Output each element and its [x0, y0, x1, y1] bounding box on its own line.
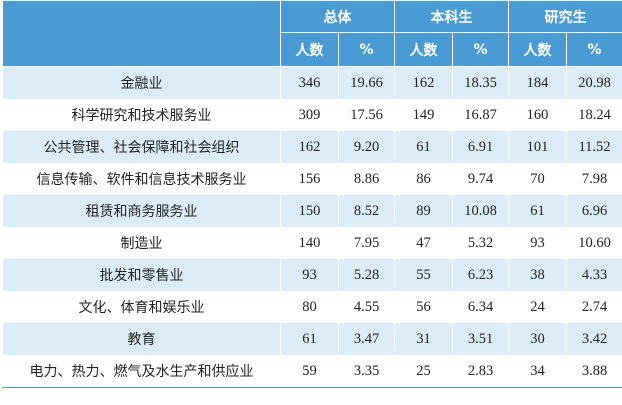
count-cell: 140 — [280, 227, 339, 259]
percent-cell: 3.47 — [338, 323, 395, 355]
header-sub-percent: % — [566, 32, 622, 67]
count-cell: 30 — [508, 323, 567, 355]
percent-cell: 3.42 — [566, 323, 622, 355]
count-cell: 184 — [508, 66, 567, 99]
table-row: 信息传输、软件和信息技术服务业 156 8.86 86 9.74 70 7.98 — [2, 163, 622, 195]
percent-cell: 9.74 — [452, 163, 509, 195]
table-row: 科学研究和技术服务业 309 17.56 149 16.87 160 18.24 — [2, 99, 622, 131]
header-row-sub: 人数 % 人数 % 人数 % — [3, 32, 622, 67]
percent-cell: 20.98 — [566, 66, 622, 99]
table-row: 公共管理、社会保障和社会组织 162 9.20 61 6.91 101 11.52 — [2, 131, 622, 163]
table-row: 电力、热力、燃气及水生产和供应业 59 3.35 25 2.83 34 3.88 — [2, 355, 622, 388]
percent-cell: 2.83 — [452, 355, 509, 388]
percent-cell: 2.74 — [566, 291, 622, 323]
count-cell: 162 — [280, 131, 339, 163]
employment-industry-table: 总体 本科生 研究生 人数 % 人数 % 人数 % 金融业 346 19.66 162… — [2, 0, 622, 388]
percent-cell: 10.08 — [452, 195, 509, 227]
count-cell: 47 — [394, 227, 453, 259]
industry-cell: 金融业 — [2, 66, 281, 99]
count-cell: 38 — [508, 259, 567, 291]
count-cell: 61 — [508, 195, 567, 227]
count-cell: 346 — [280, 66, 339, 99]
count-cell: 55 — [394, 259, 453, 291]
table-row: 租赁和商务服务业 150 8.52 89 10.08 61 6.96 — [2, 195, 622, 227]
header-row-groups: 总体 本科生 研究生 — [2, 0, 622, 67]
header-sub-percent: % — [338, 32, 395, 67]
industry-cell: 租赁和商务服务业 — [2, 195, 281, 227]
percent-cell: 7.98 — [566, 163, 622, 195]
table-row: 批发和零售业 93 5.28 55 6.23 38 4.33 — [2, 259, 622, 291]
count-cell: 93 — [280, 259, 339, 291]
percent-cell: 18.24 — [566, 99, 622, 131]
table-row: 金融业 346 19.66 162 18.35 184 20.98 — [2, 66, 622, 99]
header-group-graduate: 研究生 — [508, 0, 622, 33]
percent-cell: 6.91 — [452, 131, 509, 163]
count-cell: 61 — [394, 131, 453, 163]
percent-cell: 3.51 — [452, 323, 509, 355]
table-row: 文化、体育和娱乐业 80 4.55 56 6.34 24 2.74 — [2, 291, 622, 323]
count-cell: 86 — [394, 163, 453, 195]
header-sub-count: 人数 — [508, 32, 567, 67]
header-sub-percent: % — [452, 32, 509, 67]
percent-cell: 19.66 — [338, 66, 395, 99]
percent-cell: 17.56 — [338, 99, 395, 131]
count-cell: 150 — [280, 195, 339, 227]
count-cell: 89 — [394, 195, 453, 227]
header-group-total: 总体 — [280, 0, 395, 33]
count-cell: 56 — [394, 291, 453, 323]
industry-cell: 科学研究和技术服务业 — [2, 99, 281, 131]
percent-cell: 3.88 — [566, 355, 622, 388]
percent-cell: 18.35 — [452, 66, 509, 99]
percent-cell: 5.32 — [452, 227, 509, 259]
industry-cell: 批发和零售业 — [2, 259, 281, 291]
count-cell: 80 — [280, 291, 339, 323]
count-cell: 34 — [508, 355, 567, 388]
percent-cell: 4.33 — [566, 259, 622, 291]
count-cell: 149 — [394, 99, 453, 131]
count-cell: 156 — [280, 163, 339, 195]
header-sub-count: 人数 — [280, 32, 339, 67]
percent-cell: 11.52 — [566, 131, 622, 163]
industry-cell: 电力、热力、燃气及水生产和供应业 — [2, 355, 281, 388]
percent-cell: 10.60 — [566, 227, 622, 259]
count-cell: 24 — [508, 291, 567, 323]
industry-cell: 教育 — [2, 323, 281, 355]
percent-cell: 3.35 — [338, 355, 395, 388]
count-cell: 61 — [280, 323, 339, 355]
percent-cell: 7.95 — [338, 227, 395, 259]
count-cell: 162 — [394, 66, 453, 99]
percent-cell: 4.55 — [338, 291, 395, 323]
table-row: 制造业 140 7.95 47 5.32 93 10.60 — [2, 227, 622, 259]
header-group-undergrad: 本科生 — [394, 0, 509, 33]
industry-cell: 公共管理、社会保障和社会组织 — [2, 131, 281, 163]
industry-cell: 文化、体育和娱乐业 — [2, 291, 281, 323]
percent-cell: 9.20 — [338, 131, 395, 163]
count-cell: 160 — [508, 99, 567, 131]
industry-cell: 制造业 — [2, 227, 281, 259]
percent-cell: 6.23 — [452, 259, 509, 291]
count-cell: 93 — [508, 227, 567, 259]
percent-cell: 5.28 — [338, 259, 395, 291]
percent-cell: 16.87 — [452, 99, 509, 131]
percent-cell: 8.52 — [338, 195, 395, 227]
count-cell: 25 — [394, 355, 453, 388]
industry-cell: 信息传输、软件和信息技术服务业 — [2, 163, 281, 195]
header-sub-count: 人数 — [394, 32, 453, 67]
count-cell: 70 — [508, 163, 567, 195]
percent-cell: 6.34 — [452, 291, 509, 323]
count-cell: 101 — [508, 131, 567, 163]
percent-cell: 8.86 — [338, 163, 395, 195]
header-corner — [2, 0, 281, 67]
percent-cell: 6.96 — [566, 195, 622, 227]
count-cell: 309 — [280, 99, 339, 131]
count-cell: 31 — [394, 323, 453, 355]
table-row: 教育 61 3.47 31 3.51 30 3.42 — [2, 323, 622, 355]
count-cell: 59 — [280, 355, 339, 388]
